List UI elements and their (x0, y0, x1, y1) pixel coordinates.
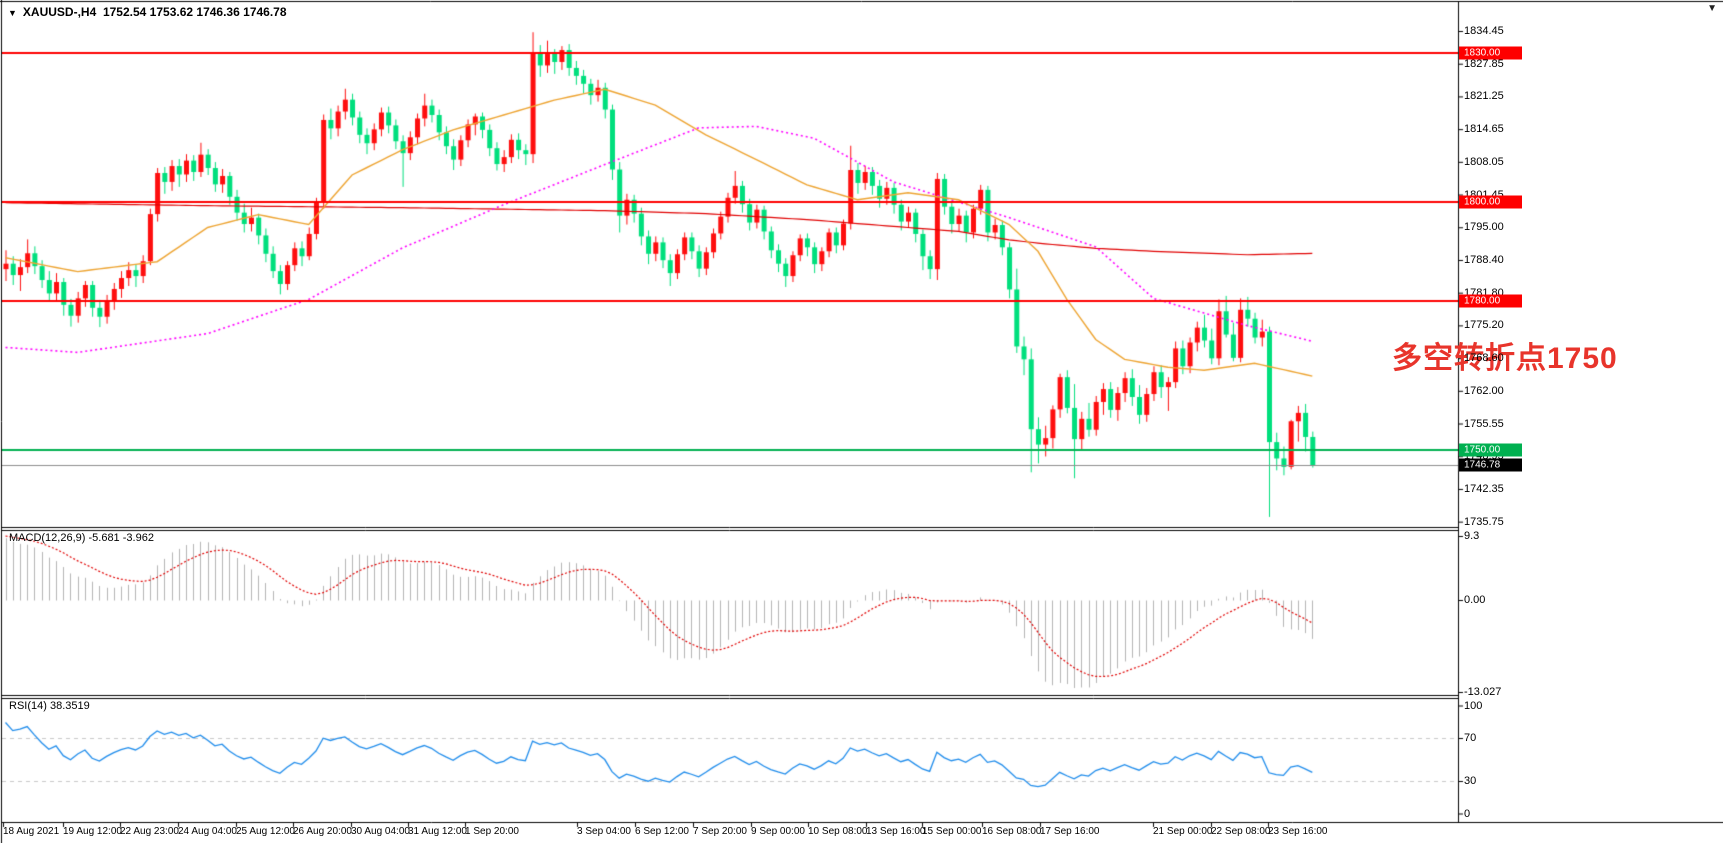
price-tick-label: 1762.00 (1464, 384, 1504, 397)
macd-scale-label: 0.00 (1464, 594, 1486, 606)
time-tick-label: 1 Sep 20:00 (465, 826, 519, 837)
rsi-scale-label: 0 (1464, 807, 1471, 820)
price-line-badge: 1746.78 (1459, 458, 1522, 472)
price-tick-label: 1827.85 (1464, 57, 1504, 70)
time-tick-label: 9 Sep 00:00 (751, 826, 805, 837)
time-tick-label: 26 Aug 20:00 (293, 826, 352, 837)
price-tick-label: 1788.40 (1464, 253, 1504, 266)
time-tick-label: 6 Sep 12:00 (635, 826, 689, 837)
price-tick-label: 1775.20 (1464, 319, 1504, 332)
time-tick-label: 7 Sep 20:00 (693, 826, 747, 837)
macd-scale-label: 9.3 (1464, 530, 1480, 542)
symbol-dropdown-icon[interactable]: ▼ (8, 8, 17, 18)
price-tick-label: 1834.45 (1464, 25, 1504, 37)
macd-indicator-label: MACD(12,26,9) -5.681 -3.962 (9, 532, 154, 544)
macd-signal-value: -3.962 (122, 532, 154, 544)
ohlc-close: 1746.78 (243, 5, 287, 19)
time-tick-label: 18 Aug 2021 (3, 826, 60, 837)
macd-scale-label: -13.027 (1464, 686, 1502, 698)
time-tick-label: 3 Sep 04:00 (577, 826, 631, 837)
price-tick-label: 1768.60 (1464, 352, 1504, 365)
time-tick-label: 19 Aug 12:00 (63, 826, 122, 837)
rsi-name: RSI(14) (9, 700, 47, 712)
price-tick-label: 1821.25 (1464, 90, 1504, 103)
time-tick-label: 23 Sep 16:00 (1268, 826, 1328, 837)
chart-text-annotation[interactable]: 多空转折点1750 (1392, 342, 1618, 375)
symbol-label: XAUUSD-,H4 (22, 5, 97, 19)
time-tick-label: 25 Aug 12:00 (236, 826, 295, 837)
price-tick-label: 1755.55 (1464, 417, 1504, 430)
ohlc-low: 1746.36 (196, 5, 240, 19)
rsi-scale-label: 30 (1464, 775, 1477, 787)
price-tick-label: 1808.05 (1464, 155, 1504, 168)
ohlc-high: 1753.62 (149, 5, 194, 19)
rsi-scale-label: 100 (1464, 699, 1483, 712)
chart-title: ▼ XAUUSD-,H4 1752.54 1753.62 1746.36 1746… (8, 5, 287, 19)
macd-name: MACD(12,26,9) (9, 532, 86, 544)
time-tick-label: 31 Aug 12:00 (408, 826, 467, 837)
macd-main-value: -5.681 (88, 532, 120, 544)
time-tick-label: 22 Aug 23:00 (120, 826, 179, 837)
price-tick-label: 1735.75 (1464, 515, 1504, 528)
price-line-badge: 1780.00 (1459, 294, 1522, 308)
rsi-value: 38.3519 (49, 700, 90, 712)
price-tick-label: 1814.65 (1464, 123, 1504, 136)
rsi-scale-label: 70 (1464, 732, 1477, 744)
price-tick-label: 1795.00 (1464, 221, 1504, 234)
price-line-badge: 1750.00 (1459, 443, 1522, 457)
time-tick-label: 22 Sep 08:00 (1211, 826, 1271, 837)
time-tick-label: 16 Sep 08:00 (982, 826, 1042, 837)
time-tick-label: 21 Sep 00:00 (1153, 826, 1213, 837)
time-tick-label: 30 Aug 04:00 (351, 826, 410, 837)
rsi-indicator-label: RSI(14) 38.3519 (9, 700, 90, 712)
time-tick-label: 10 Sep 08:00 (808, 826, 868, 837)
time-tick-label: 17 Sep 16:00 (1040, 826, 1100, 837)
price-line-badge: 1800.00 (1459, 195, 1522, 209)
time-tick-label: 15 Sep 00:00 (922, 826, 982, 837)
time-tick-label: 24 Aug 04:00 (178, 826, 237, 837)
ohlc-open: 1752.54 (102, 5, 147, 19)
price-line-badge: 1830.00 (1459, 46, 1522, 60)
chart-shift-icon[interactable]: ▼ (1707, 3, 1717, 14)
time-tick-label: 13 Sep 16:00 (866, 826, 926, 837)
price-tick-label: 1742.35 (1464, 482, 1504, 495)
